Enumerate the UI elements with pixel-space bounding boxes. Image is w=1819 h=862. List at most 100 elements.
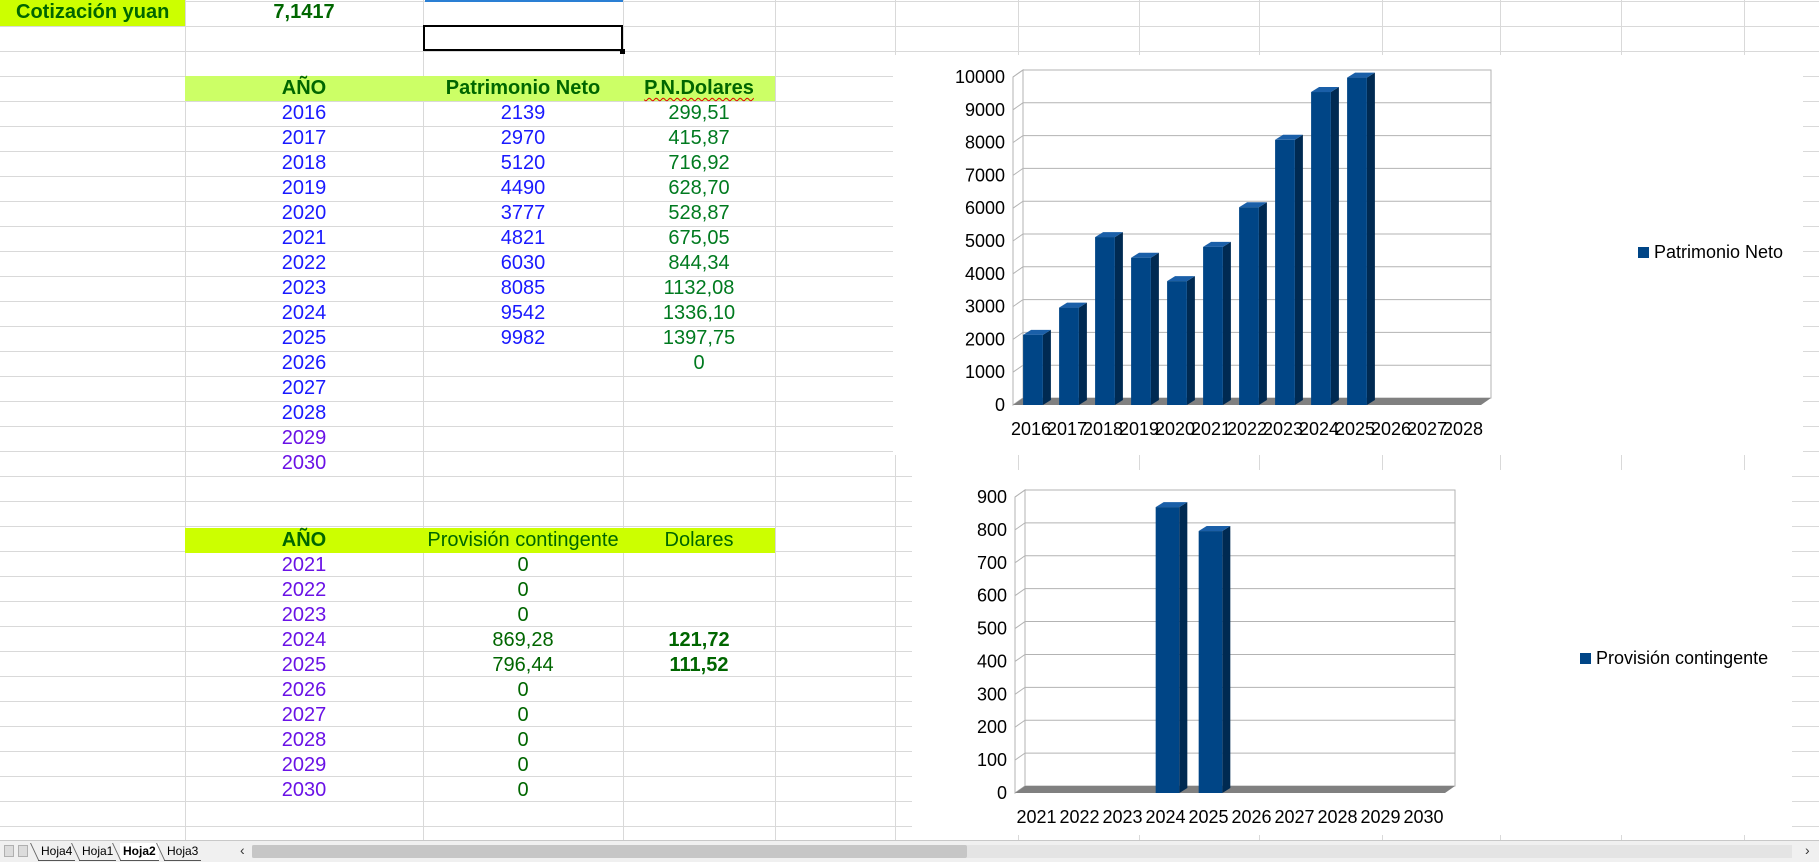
table2-row-provision[interactable]: 0 (423, 603, 623, 628)
table-row-dolares[interactable]: 1132,08 (623, 276, 775, 301)
header-pn-dolares[interactable]: P.N.Dolares (623, 76, 775, 101)
table2-row-year[interactable]: 2024 (185, 628, 423, 653)
table-row-patrimonio[interactable] (423, 376, 623, 401)
table-row-year[interactable]: 2029 (185, 426, 423, 451)
x-tick-label: 2027 (1274, 807, 1314, 827)
table-row-dolares[interactable]: 299,51 (623, 101, 775, 126)
table-row-patrimonio[interactable]: 9982 (423, 326, 623, 351)
table-row-patrimonio[interactable]: 8085 (423, 276, 623, 301)
table2-row-year[interactable]: 2028 (185, 728, 423, 753)
header2-dolares[interactable]: Dolares (623, 528, 775, 553)
table2-row-year[interactable]: 2023 (185, 603, 423, 628)
fill-handle[interactable] (620, 49, 625, 54)
cotizacion-value-cell[interactable]: 7,1417 (185, 0, 423, 26)
table-row-year[interactable]: 2016 (185, 101, 423, 126)
chart-patrimonio-neto[interactable]: 0 1000 2000 3000 4000 5000 6000 7000 8000 9000 100… (893, 55, 1803, 455)
spreadsheet-grid[interactable]: Cotización yuan 7,1417 AÑO Patrimonio Net… (0, 0, 1819, 840)
sheet-tab-hoja1[interactable]: Hoja1 (79, 843, 117, 861)
header-patrimonio-neto[interactable]: Patrimonio Neto (423, 76, 623, 101)
sheet-tab-hoja2[interactable]: Hoja2 (120, 843, 159, 861)
table2-row-provision[interactable]: 0 (423, 728, 623, 753)
table2-row-provision[interactable]: 796,44 (423, 653, 623, 678)
table-row-year[interactable]: 2026 (185, 351, 423, 376)
table-row-dolares[interactable] (623, 376, 775, 401)
table2-row-provision[interactable]: 0 (423, 753, 623, 778)
table2-row-dolares[interactable] (623, 753, 775, 778)
table-row-patrimonio[interactable]: 2139 (423, 101, 623, 126)
table-row-dolares[interactable]: 1336,10 (623, 301, 775, 326)
table2-row-provision[interactable]: 0 (423, 703, 623, 728)
table-row-patrimonio[interactable] (423, 351, 623, 376)
chart-provision-contingente[interactable]: 0 100 200 300 400 500 600 700 800 900 2021 2022 2023… (912, 470, 1792, 835)
header2-ano[interactable]: AÑO (185, 528, 423, 553)
table-row-dolares[interactable] (623, 426, 775, 451)
table-row-year[interactable]: 2028 (185, 401, 423, 426)
header2-provision[interactable]: Provisión contingente (423, 528, 623, 553)
table-row-patrimonio[interactable]: 4821 (423, 226, 623, 251)
table-row-year[interactable]: 2017 (185, 126, 423, 151)
sheet-tab-hoja4[interactable]: Hoja4 (38, 843, 76, 861)
table-row-dolares[interactable]: 0 (623, 351, 775, 376)
table-row-year[interactable]: 2018 (185, 151, 423, 176)
table-row-year[interactable]: 2022 (185, 251, 423, 276)
table-row-dolares[interactable] (623, 401, 775, 426)
table2-row-dolares[interactable] (623, 553, 775, 578)
table-row-year[interactable]: 2021 (185, 226, 423, 251)
table2-row-year[interactable]: 2022 (185, 578, 423, 603)
table-row-patrimonio[interactable]: 9542 (423, 301, 623, 326)
table-row-dolares[interactable]: 716,92 (623, 151, 775, 176)
table2-row-dolares[interactable]: 111,52 (623, 653, 775, 678)
table-row-patrimonio[interactable]: 6030 (423, 251, 623, 276)
table2-row-dolares[interactable] (623, 603, 775, 628)
table-row-patrimonio[interactable] (423, 426, 623, 451)
table-row-patrimonio[interactable]: 2970 (423, 126, 623, 151)
table2-row-dolares[interactable] (623, 578, 775, 603)
bar-side (1114, 232, 1123, 405)
table-row-dolares[interactable]: 628,70 (623, 176, 775, 201)
table-row-year[interactable]: 2030 (185, 451, 423, 476)
table-row-dolares[interactable]: 415,87 (623, 126, 775, 151)
table2-row-dolares[interactable] (623, 703, 775, 728)
y-tick-label: 3000 (965, 297, 1005, 317)
table2-row-dolares[interactable] (623, 678, 775, 703)
sheet-tab-hoja3[interactable]: Hoja3 (164, 843, 202, 861)
table2-row-dolares[interactable] (623, 728, 775, 753)
table-row-patrimonio[interactable]: 4490 (423, 176, 623, 201)
scroll-right-icon[interactable]: › (1805, 842, 1810, 858)
table-row-dolares[interactable] (623, 451, 775, 476)
selected-cell-cursor[interactable] (423, 25, 623, 51)
table-row-year[interactable]: 2024 (185, 301, 423, 326)
scroll-left-icon[interactable]: ‹ (240, 842, 245, 858)
table2-row-year[interactable]: 2026 (185, 678, 423, 703)
table-row-dolares[interactable]: 1397,75 (623, 326, 775, 351)
table-row-year[interactable]: 2025 (185, 326, 423, 351)
horizontal-scrollbar-thumb[interactable] (252, 845, 967, 858)
table-row-year[interactable]: 2020 (185, 201, 423, 226)
table-row-patrimonio[interactable] (423, 401, 623, 426)
table2-row-year[interactable]: 2029 (185, 753, 423, 778)
table2-row-year[interactable]: 2025 (185, 653, 423, 678)
header-ano[interactable]: AÑO (185, 76, 423, 101)
prev-sheet-button[interactable] (18, 845, 28, 857)
table-row-dolares[interactable]: 844,34 (623, 251, 775, 276)
table2-row-provision[interactable]: 869,28 (423, 628, 623, 653)
table-row-year[interactable]: 2027 (185, 376, 423, 401)
table-row-dolares[interactable]: 675,05 (623, 226, 775, 251)
table-row-patrimonio[interactable]: 5120 (423, 151, 623, 176)
cotizacion-label-cell[interactable]: Cotización yuan (0, 0, 185, 26)
table-row-year[interactable]: 2023 (185, 276, 423, 301)
table2-row-year[interactable]: 2030 (185, 778, 423, 803)
table2-row-provision[interactable]: 0 (423, 678, 623, 703)
table2-row-dolares[interactable]: 121,72 (623, 628, 775, 653)
table2-row-provision[interactable]: 0 (423, 553, 623, 578)
table-row-year[interactable]: 2019 (185, 176, 423, 201)
table2-row-year[interactable]: 2027 (185, 703, 423, 728)
table2-row-provision[interactable]: 0 (423, 778, 623, 803)
table-row-patrimonio[interactable]: 3777 (423, 201, 623, 226)
table2-row-year[interactable]: 2021 (185, 553, 423, 578)
table2-row-dolares[interactable] (623, 778, 775, 803)
table-row-dolares[interactable]: 528,87 (623, 201, 775, 226)
table2-row-provision[interactable]: 0 (423, 578, 623, 603)
first-sheet-button[interactable] (4, 845, 14, 857)
table-row-patrimonio[interactable] (423, 451, 623, 476)
